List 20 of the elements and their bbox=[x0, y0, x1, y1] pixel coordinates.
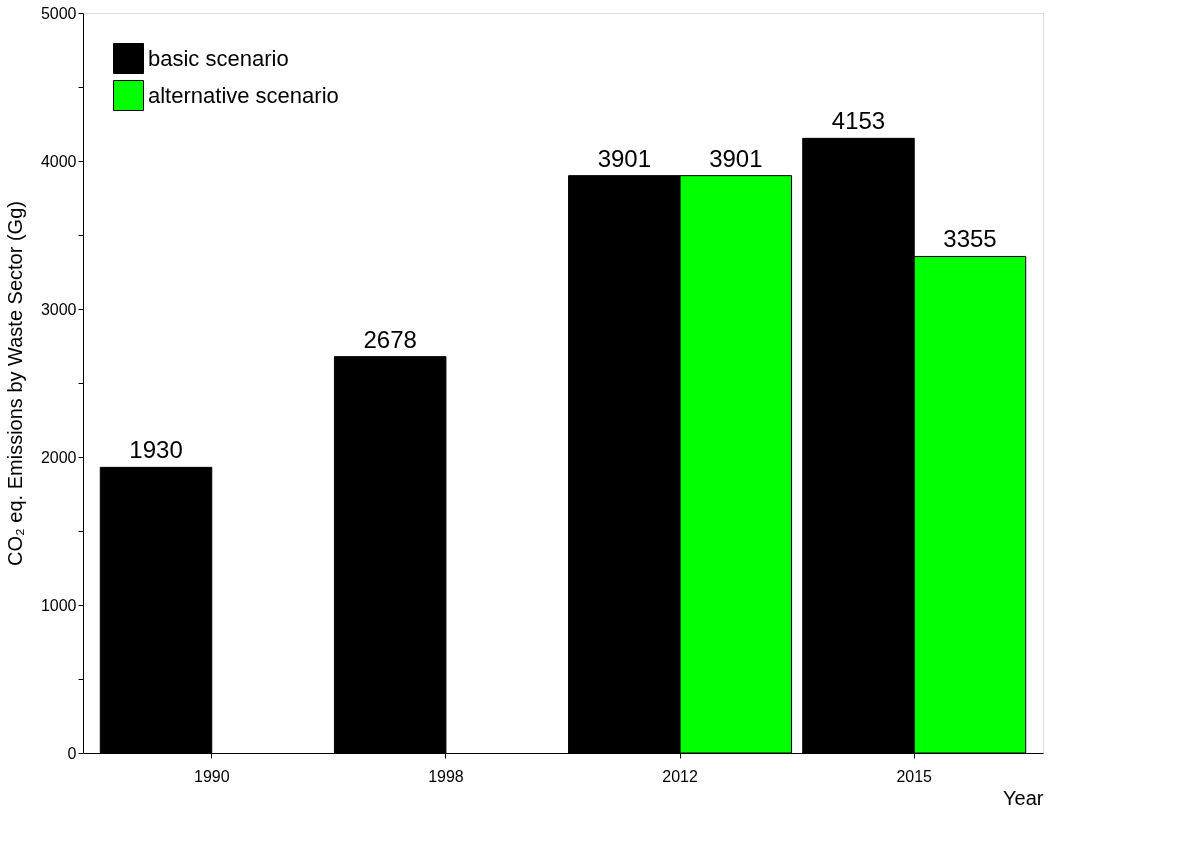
y-tick-label: 2000 bbox=[40, 448, 77, 466]
y-tick-label: 1000 bbox=[40, 596, 77, 614]
data-label: 3901 bbox=[597, 144, 652, 172]
x-tick-label: 2012 bbox=[662, 767, 698, 785]
data-label: 3355 bbox=[943, 225, 997, 253]
x-axis-title: Year bbox=[1003, 786, 1044, 809]
x-tick-label: 1990 bbox=[193, 767, 230, 785]
legend-label: alternative scenario bbox=[148, 82, 339, 108]
data-label: 3901 bbox=[709, 144, 763, 172]
legend-label: basic scenario bbox=[148, 45, 289, 71]
data-label: 2678 bbox=[363, 325, 417, 353]
x-tick-label: 1998 bbox=[428, 767, 464, 785]
y-tick-label: 4000 bbox=[40, 152, 77, 170]
y-tick-label: 0 bbox=[67, 744, 77, 762]
data-label: 4153 bbox=[831, 107, 886, 135]
data-label: 1930 bbox=[129, 436, 183, 464]
y-axis-title: CO₂ eq. Emissions by Waste Sector (Gg) bbox=[3, 201, 26, 566]
y-tick-label: 3000 bbox=[40, 300, 77, 318]
x-tick-label: 2015 bbox=[896, 767, 933, 785]
y-tick-label: 5000 bbox=[40, 4, 77, 22]
